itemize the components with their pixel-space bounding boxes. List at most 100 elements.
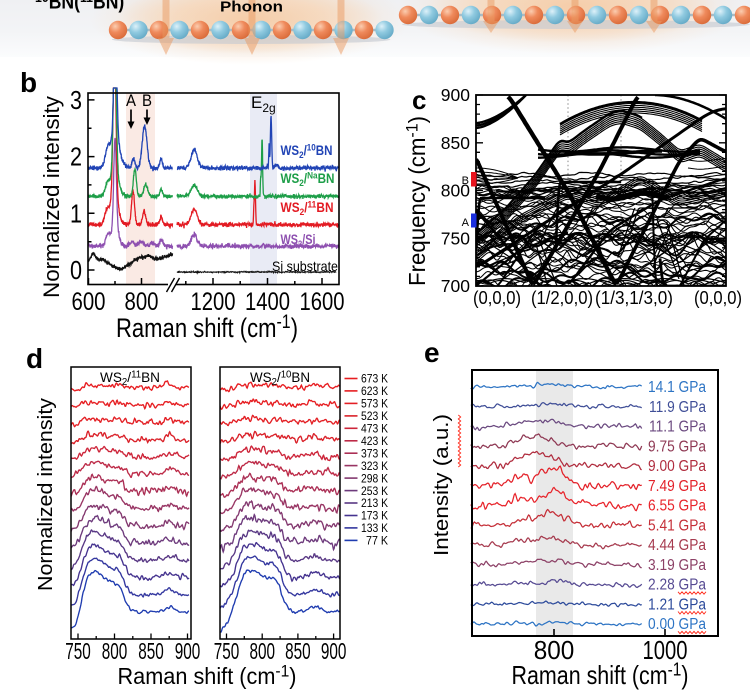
svg-text:14.1 GPa: 14.1 GPa: [648, 379, 706, 396]
svg-text:77 K: 77 K: [366, 534, 388, 548]
svg-text:/: /: [277, 369, 281, 385]
svg-text:6.55 GPa: 6.55 GPa: [648, 498, 706, 515]
svg-text:2: 2: [299, 150, 304, 161]
svg-text:253 K: 253 K: [361, 484, 388, 498]
svg-text:2: 2: [300, 207, 305, 218]
svg-text:Raman shift (cm: Raman shift (cm: [512, 660, 668, 690]
svg-text:1200: 1200: [191, 288, 236, 316]
svg-text:11.9 GPa: 11.9 GPa: [649, 399, 706, 416]
svg-text:Frequency (cm: Frequency (cm: [404, 138, 430, 286]
svg-text:B: B: [142, 91, 152, 110]
svg-text:373 K: 373 K: [361, 446, 388, 460]
svg-text:BN): BN): [93, 0, 124, 14]
svg-text:213 K: 213 K: [361, 496, 388, 510]
svg-text:A: A: [462, 217, 470, 229]
svg-text:173 K: 173 K: [361, 509, 388, 523]
svg-text:): ): [289, 663, 296, 689]
svg-text:Si substrate: Si substrate: [272, 258, 338, 274]
svg-text:Phonon: Phonon: [220, 0, 283, 16]
svg-text:9.75 GPa: 9.75 GPa: [648, 438, 706, 455]
svg-text:900: 900: [321, 638, 347, 664]
svg-text:(0,0,0): (0,0,0): [694, 288, 742, 308]
svg-text:B: B: [462, 175, 469, 187]
svg-text:BN: BN: [316, 200, 333, 215]
svg-text:-1: -1: [275, 661, 289, 680]
svg-text:473 K: 473 K: [361, 422, 388, 436]
svg-text:2: 2: [298, 239, 302, 250]
svg-text:-1: -1: [668, 658, 682, 679]
svg-text:/: /: [304, 143, 307, 158]
svg-text:800: 800: [534, 635, 575, 665]
svg-text:2: 2: [272, 377, 278, 388]
svg-text:623 K: 623 K: [361, 384, 388, 398]
svg-text:750: 750: [214, 638, 240, 664]
svg-text:5.41 GPa: 5.41 GPa: [648, 517, 706, 534]
svg-text:10: 10: [307, 143, 316, 154]
svg-text:900: 900: [441, 85, 470, 105]
svg-text:850: 850: [285, 638, 311, 664]
svg-text:11: 11: [308, 200, 317, 211]
svg-text:Normalized intensity: Normalized intensity: [34, 397, 57, 591]
svg-text:WS: WS: [250, 369, 272, 385]
svg-text:11: 11: [131, 370, 142, 381]
svg-text:850: 850: [138, 638, 164, 664]
svg-text:2: 2: [70, 142, 82, 172]
svg-text:): ): [291, 313, 298, 343]
svg-text:Raman shift (cm: Raman shift (cm: [116, 313, 277, 343]
svg-text:750: 750: [65, 638, 91, 664]
svg-text:10: 10: [35, 0, 49, 5]
svg-text:BN: BN: [318, 171, 335, 186]
svg-text:(1/3,1/3,0): (1/3,1/3,0): [595, 288, 673, 308]
svg-text:-1: -1: [404, 123, 422, 137]
svg-text:(0,0,0): (0,0,0): [473, 288, 521, 308]
svg-text:/: /: [127, 369, 131, 385]
svg-text:WS: WS: [281, 232, 299, 247]
svg-text:800: 800: [102, 638, 128, 664]
svg-text:Normalized intensity: Normalized intensity: [39, 96, 64, 298]
svg-text:523 K: 523 K: [361, 409, 388, 423]
svg-text:b: b: [20, 67, 37, 98]
svg-text:-1: -1: [277, 311, 291, 333]
svg-text:A: A: [126, 91, 137, 110]
svg-text:800: 800: [125, 288, 159, 316]
svg-text:800: 800: [249, 638, 275, 664]
svg-text:573 K: 573 K: [361, 397, 388, 411]
svg-text:700: 700: [441, 276, 470, 296]
svg-text:BN: BN: [141, 369, 160, 385]
svg-text:BN: BN: [291, 369, 310, 385]
svg-text:7.49 GPa: 7.49 GPa: [648, 478, 706, 495]
svg-text:10: 10: [281, 370, 292, 381]
svg-text:600: 600: [72, 288, 106, 316]
svg-text:423 K: 423 K: [361, 434, 388, 448]
svg-text:9.00 GPa: 9.00 GPa: [648, 458, 706, 475]
svg-text:2.28 GPa: 2.28 GPa: [648, 577, 706, 594]
svg-text:3.19 GPa: 3.19 GPa: [648, 557, 706, 574]
svg-text:): ): [681, 660, 688, 690]
svg-text:WS: WS: [100, 369, 122, 385]
svg-text:WS: WS: [281, 171, 300, 186]
svg-text:WS: WS: [281, 200, 300, 215]
svg-text:d: d: [26, 343, 43, 374]
svg-text:1: 1: [70, 198, 82, 228]
svg-text:11.1 GPa: 11.1 GPa: [649, 419, 706, 436]
svg-text:(1/2,0,0): (1/2,0,0): [531, 288, 593, 308]
svg-text:750: 750: [441, 228, 470, 248]
svg-text:298 K: 298 K: [361, 471, 388, 485]
svg-text:673 K: 673 K: [361, 372, 388, 386]
svg-text:323 K: 323 K: [361, 459, 388, 473]
svg-text:1400: 1400: [245, 288, 290, 316]
svg-text:BN: BN: [316, 143, 333, 158]
svg-text:850: 850: [441, 133, 470, 153]
svg-text:Intensity (a.u.): Intensity (a.u.): [430, 414, 453, 556]
svg-text:11: 11: [80, 0, 93, 5]
svg-text:2: 2: [299, 178, 304, 189]
svg-text:e: e: [424, 337, 440, 368]
svg-text:Na: Na: [307, 171, 318, 182]
svg-text:): ): [404, 116, 430, 123]
svg-text:/: /: [304, 200, 308, 215]
svg-text:BN(: BN(: [49, 0, 81, 14]
svg-text:0.00 GPa: 0.00 GPa: [648, 616, 706, 633]
svg-text:133 K: 133 K: [361, 521, 388, 535]
svg-text:Si: Si: [305, 232, 315, 247]
svg-text:1.21 GPa: 1.21 GPa: [648, 596, 706, 613]
